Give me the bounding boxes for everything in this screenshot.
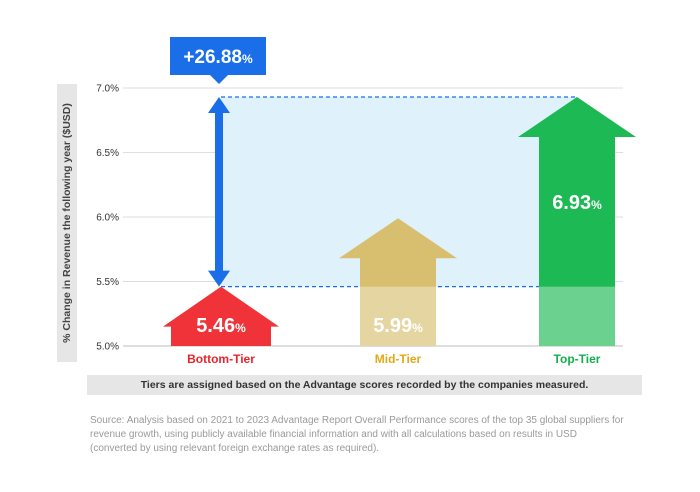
y-axis-ticks: 5.0% 5.5% 6.0% 6.5% 7.0% [96,84,119,353]
y-tick-label: 5.5% [96,277,119,288]
tier-note: Tiers are assigned based on the Advantag… [87,375,642,395]
difference-indicator: +26.88% [170,37,266,287]
difference-arrow-shaft [215,111,223,273]
value-label-bottom-tier: 5.46% [196,315,246,337]
bar-lower-tint [539,286,615,346]
difference-callout-pointer [210,75,228,84]
bar-mid-tier [339,218,457,346]
value-label-mid-tier: 5.99% [373,315,423,337]
bar-lower-tint [360,286,436,346]
bar-bottom-tier [163,286,279,346]
category-label: Bottom-Tier [187,352,255,366]
y-tick-label: 6.0% [96,213,119,224]
value-label-top-tier: 6.93% [552,192,602,214]
y-axis-label-box [57,84,77,362]
difference-arrow-head-up [208,97,230,114]
difference-label: +26.88% [183,47,253,68]
y-tick-label: 6.5% [96,148,119,159]
y-tick-label: 5.0% [96,342,119,353]
tier-arrows: 5.46% 5.99% 6.93% [163,97,636,346]
bar-top-tier [518,97,636,346]
y-axis-label: % Change in Revenue the following year (… [61,103,73,343]
category-label: Top-Tier [554,352,601,366]
difference-callout-box [170,37,266,75]
difference-arrow-head-down [208,270,230,287]
y-tick-label: 7.0% [96,84,119,95]
x-axis-categories: Bottom-Tier Mid-Tier Top-Tier [187,352,601,366]
source-text: Source: Analysis based on 2021 to 2023 A… [90,415,624,454]
category-label: Mid-Tier [375,352,422,366]
